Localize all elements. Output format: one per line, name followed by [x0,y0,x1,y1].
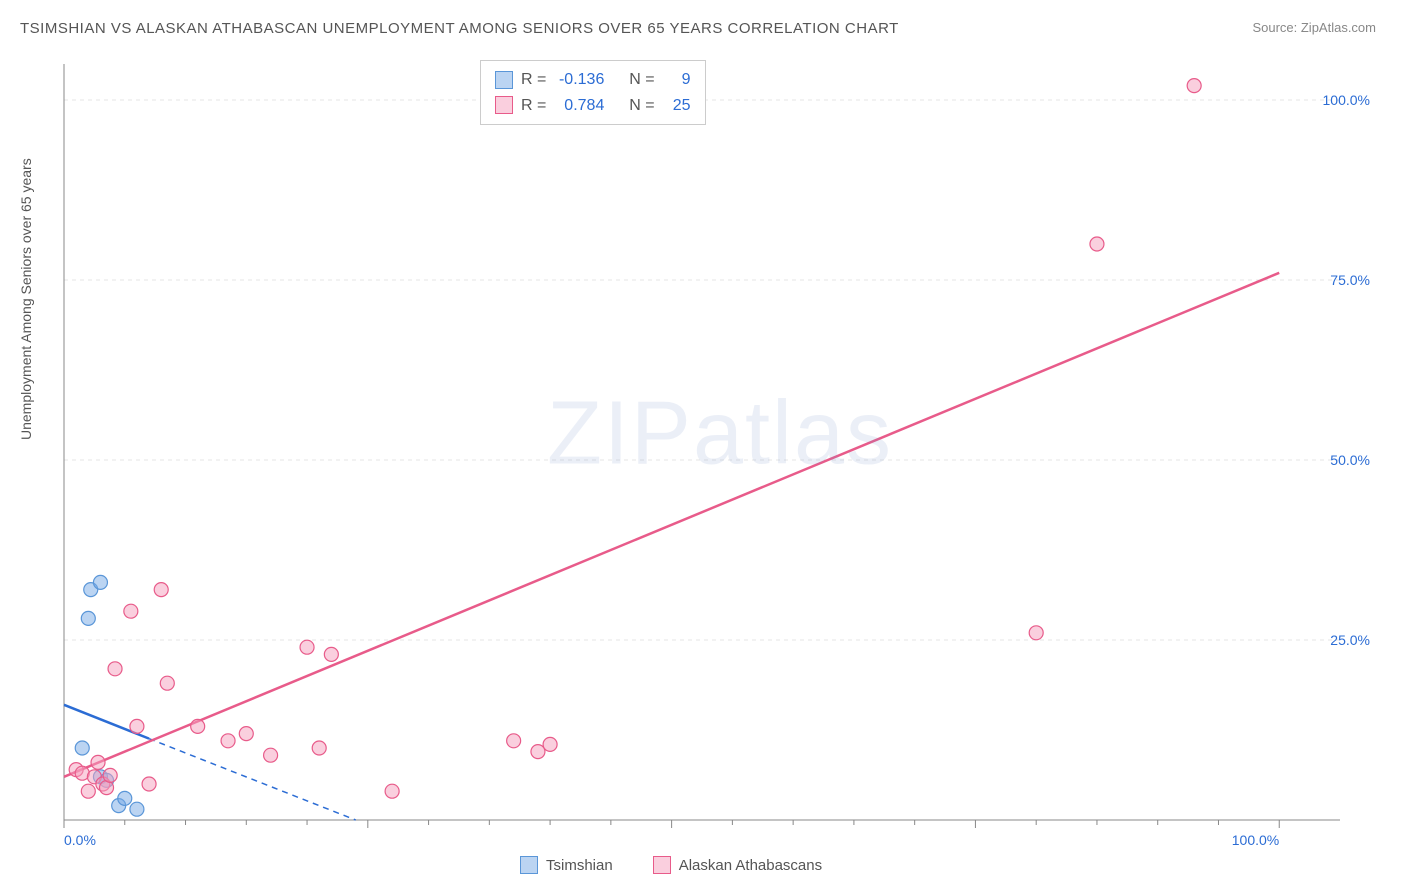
legend-label: Alaskan Athabascans [679,857,822,874]
n-value: 25 [663,93,691,119]
legend-swatch [495,96,513,114]
chart-area: ZIPatlas 0.0%100.0%25.0%50.0%75.0%100.0% [60,60,1380,840]
y-tick-label: 75.0% [1330,272,1370,288]
legend-item: Alaskan Athabascans [653,856,822,874]
stats-row: R = 0.784 N = 25 [495,93,691,119]
r-label: R = [521,67,546,93]
stats-box: R = -0.136 N = 9 R = 0.784 N = 25 [480,60,706,125]
n-value: 9 [663,67,691,93]
legend-label: Tsimshian [546,857,613,874]
n-label: N = [629,93,654,119]
x-tick-label: 0.0% [64,832,96,848]
r-label: R = [521,93,546,119]
legend-swatch [520,856,538,874]
source-link[interactable]: ZipAtlas.com [1301,20,1376,35]
bottom-legend: Tsimshian Alaskan Athabascans [520,856,822,874]
legend-item: Tsimshian [520,856,613,874]
y-tick-label: 50.0% [1330,452,1370,468]
legend-swatch [653,856,671,874]
source-prefix: Source: [1252,20,1300,35]
n-label: N = [629,67,654,93]
r-value: -0.136 [554,67,604,93]
stats-row: R = -0.136 N = 9 [495,67,691,93]
y-axis-label: Unemployment Among Seniors over 65 years [18,158,34,440]
legend-swatch [495,71,513,89]
y-tick-label: 25.0% [1330,632,1370,648]
y-tick-label: 100.0% [1323,92,1370,108]
x-tick-label: 100.0% [1232,832,1279,848]
r-value: 0.784 [554,93,604,119]
chart-title: TSIMSHIAN VS ALASKAN ATHABASCAN UNEMPLOY… [20,20,899,37]
chart-svg [60,60,1380,840]
source-attribution: Source: ZipAtlas.com [1252,20,1376,35]
